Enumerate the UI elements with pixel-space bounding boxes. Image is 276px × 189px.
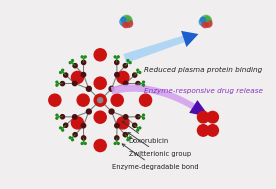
Text: Reduced plasma protein binding: Reduced plasma protein binding xyxy=(144,67,262,73)
Circle shape xyxy=(142,84,144,86)
Circle shape xyxy=(71,60,73,61)
Polygon shape xyxy=(181,31,198,47)
Circle shape xyxy=(111,94,123,106)
Circle shape xyxy=(94,77,106,89)
Circle shape xyxy=(139,127,141,129)
Circle shape xyxy=(123,21,129,28)
Circle shape xyxy=(56,84,58,86)
Circle shape xyxy=(207,112,218,123)
Circle shape xyxy=(127,60,129,61)
Circle shape xyxy=(123,81,128,86)
Polygon shape xyxy=(111,84,195,109)
Circle shape xyxy=(117,143,119,144)
Circle shape xyxy=(123,115,128,119)
Polygon shape xyxy=(123,36,185,63)
Circle shape xyxy=(125,16,130,22)
Circle shape xyxy=(69,62,71,64)
Circle shape xyxy=(197,125,209,136)
Circle shape xyxy=(56,81,58,83)
Circle shape xyxy=(201,17,205,22)
Circle shape xyxy=(129,62,131,64)
Circle shape xyxy=(133,123,137,127)
Circle shape xyxy=(139,94,152,106)
Circle shape xyxy=(86,109,91,114)
Circle shape xyxy=(117,56,119,58)
Circle shape xyxy=(115,136,119,140)
Circle shape xyxy=(139,71,141,73)
Circle shape xyxy=(123,64,128,68)
Circle shape xyxy=(143,81,144,83)
Circle shape xyxy=(49,94,61,106)
Circle shape xyxy=(86,86,91,91)
Circle shape xyxy=(121,15,132,26)
Circle shape xyxy=(81,123,86,128)
Circle shape xyxy=(73,81,77,86)
Circle shape xyxy=(94,49,106,61)
Circle shape xyxy=(62,129,64,131)
Circle shape xyxy=(127,139,129,141)
Polygon shape xyxy=(189,100,210,117)
Circle shape xyxy=(137,69,139,71)
Circle shape xyxy=(94,94,106,106)
Text: Zwitterionic group: Zwitterionic group xyxy=(128,132,191,157)
Circle shape xyxy=(115,123,119,128)
Circle shape xyxy=(202,21,208,28)
Circle shape xyxy=(73,133,77,137)
Text: Doxorubicin: Doxorubicin xyxy=(122,121,169,144)
Circle shape xyxy=(129,137,131,139)
Circle shape xyxy=(117,71,129,84)
Circle shape xyxy=(115,60,119,64)
Circle shape xyxy=(199,18,207,26)
Circle shape xyxy=(60,81,65,86)
Circle shape xyxy=(123,133,128,137)
Circle shape xyxy=(114,56,116,58)
Circle shape xyxy=(63,123,68,127)
Circle shape xyxy=(71,139,73,141)
Circle shape xyxy=(114,143,116,144)
Circle shape xyxy=(60,71,62,73)
Circle shape xyxy=(205,20,212,27)
Circle shape xyxy=(73,115,77,119)
Circle shape xyxy=(81,143,83,144)
Circle shape xyxy=(81,56,83,58)
Circle shape xyxy=(62,69,64,71)
Circle shape xyxy=(81,60,86,64)
Circle shape xyxy=(133,73,137,77)
Circle shape xyxy=(142,114,144,116)
Text: Enzyme-degradable bond: Enzyme-degradable bond xyxy=(112,144,198,170)
Circle shape xyxy=(137,129,139,131)
Circle shape xyxy=(120,18,128,26)
Circle shape xyxy=(98,98,103,103)
Circle shape xyxy=(69,137,71,139)
Text: Enzyme-responsive drug release: Enzyme-responsive drug release xyxy=(144,88,263,94)
Circle shape xyxy=(197,112,209,123)
Circle shape xyxy=(71,71,84,84)
Circle shape xyxy=(201,15,211,26)
Circle shape xyxy=(94,111,106,123)
Circle shape xyxy=(143,117,144,119)
Circle shape xyxy=(136,81,140,86)
Circle shape xyxy=(60,115,65,119)
Circle shape xyxy=(94,139,106,152)
Circle shape xyxy=(73,64,77,68)
Circle shape xyxy=(77,94,89,106)
Circle shape xyxy=(109,86,114,91)
Circle shape xyxy=(81,72,86,77)
Circle shape xyxy=(84,56,86,58)
Circle shape xyxy=(117,117,129,129)
Circle shape xyxy=(115,72,119,77)
Circle shape xyxy=(121,17,126,22)
Circle shape xyxy=(84,143,86,144)
Circle shape xyxy=(56,114,58,116)
Circle shape xyxy=(81,136,86,140)
Circle shape xyxy=(63,73,68,77)
Circle shape xyxy=(125,20,132,27)
Circle shape xyxy=(71,117,84,129)
Circle shape xyxy=(207,125,218,136)
Circle shape xyxy=(56,117,58,119)
Circle shape xyxy=(60,127,62,129)
Circle shape xyxy=(136,115,140,119)
Circle shape xyxy=(109,109,114,114)
Circle shape xyxy=(205,16,209,22)
